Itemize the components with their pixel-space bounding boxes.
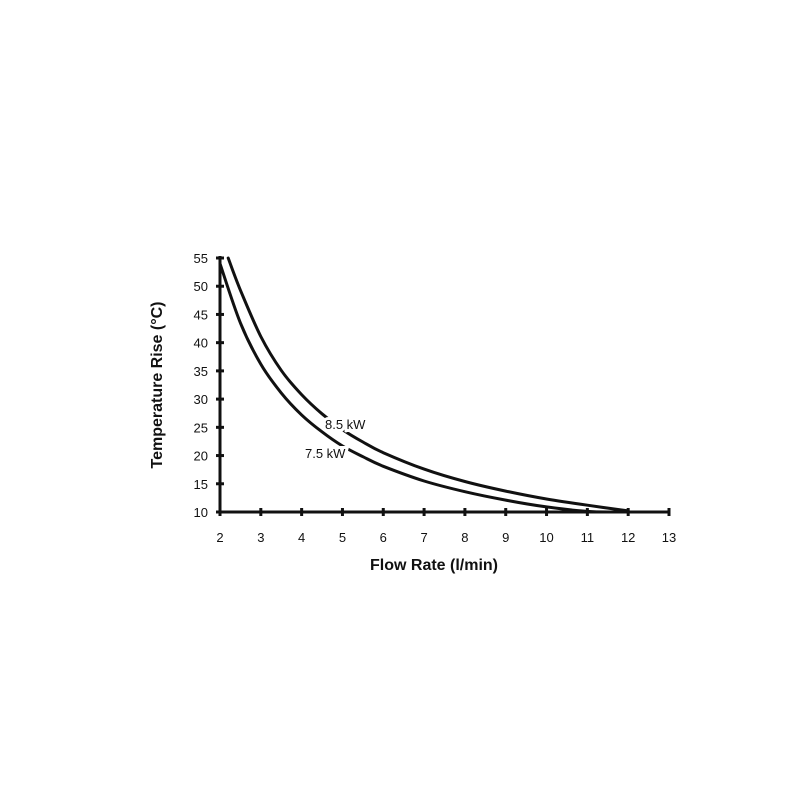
x-tick-label: 8 bbox=[461, 530, 468, 545]
y-tick-label: 20 bbox=[194, 449, 208, 464]
y-tick-label: 40 bbox=[194, 336, 208, 351]
y-tick-label: 45 bbox=[194, 307, 208, 322]
y-tick-label: 35 bbox=[194, 364, 208, 379]
y-tick-label: 25 bbox=[194, 420, 208, 435]
y-tick-label: 15 bbox=[194, 477, 208, 492]
x-tick-label: 11 bbox=[581, 530, 595, 545]
x-tick-label: 5 bbox=[339, 530, 346, 545]
y-tick-label: 30 bbox=[194, 392, 208, 407]
x-tick-label: 10 bbox=[539, 530, 553, 545]
series-label-lower: 7.5 kW bbox=[305, 446, 346, 461]
x-tick-label: 13 bbox=[662, 530, 676, 545]
y-tick-label: 50 bbox=[194, 279, 208, 294]
x-tick-label: 7 bbox=[420, 530, 427, 545]
y-tick-label: 10 bbox=[194, 505, 208, 520]
x-tick-label: 12 bbox=[621, 530, 635, 545]
y-tick-label: 55 bbox=[194, 251, 208, 266]
y-axis-title: Temperature Rise (°C) bbox=[149, 301, 166, 468]
series-label-upper: 8.5 kW bbox=[325, 417, 366, 432]
x-tick-label: 4 bbox=[298, 530, 305, 545]
series-line-lower bbox=[218, 262, 618, 514]
series-line-upper bbox=[226, 256, 630, 513]
x-tick-label: 9 bbox=[502, 530, 509, 545]
x-tick-label: 2 bbox=[216, 530, 223, 545]
x-tick-label: 6 bbox=[380, 530, 387, 545]
x-axis-title: Flow Rate (l/min) bbox=[370, 557, 498, 574]
x-tick-label: 3 bbox=[257, 530, 264, 545]
plot-area: 8.5 kW 7.5 kW bbox=[218, 256, 630, 514]
